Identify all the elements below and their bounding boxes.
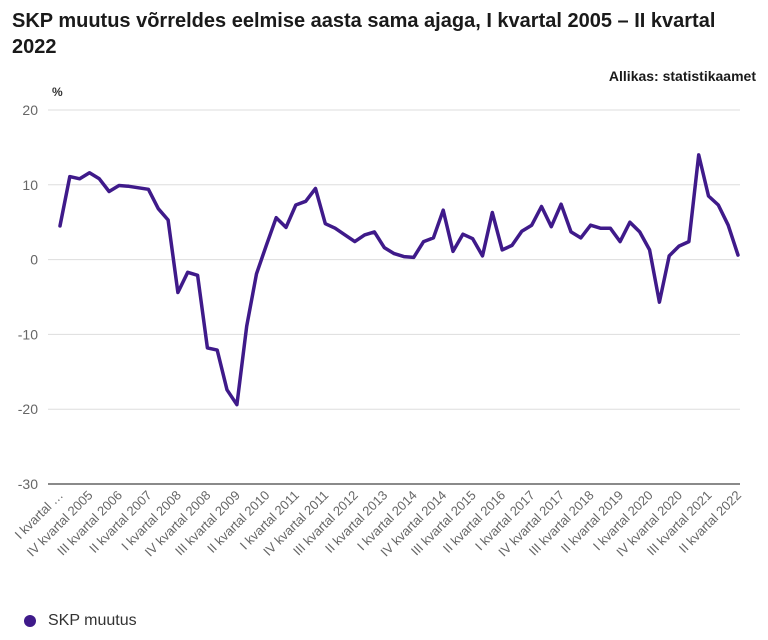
data-point[interactable]	[724, 221, 732, 229]
grid-lines	[48, 109, 740, 485]
data-point[interactable]	[439, 206, 447, 214]
data-point[interactable]	[66, 173, 74, 181]
source-note: Allikas: statistikaamet	[608, 68, 756, 84]
data-point[interactable]	[56, 222, 64, 230]
y-tick-label: -30	[18, 476, 38, 492]
data-point[interactable]	[479, 252, 487, 260]
data-point[interactable]	[125, 182, 133, 190]
data-point[interactable]	[194, 271, 202, 279]
data-point[interactable]	[302, 197, 310, 205]
data-point[interactable]	[400, 253, 408, 261]
data-point[interactable]	[469, 235, 477, 243]
y-tick-label: -20	[18, 401, 38, 417]
data-point[interactable]	[292, 201, 300, 209]
legend-label: SKP muutus	[48, 612, 137, 629]
data-point[interactable]	[665, 252, 673, 260]
data-point[interactable]	[429, 234, 437, 242]
data-point[interactable]	[351, 238, 359, 246]
data-point[interactable]	[695, 151, 703, 159]
data-point[interactable]	[380, 244, 388, 252]
data-point[interactable]	[675, 242, 683, 250]
data-point[interactable]	[587, 221, 595, 229]
data-point[interactable]	[537, 202, 545, 210]
y-axis-unit: %	[52, 85, 63, 99]
data-point[interactable]	[164, 216, 172, 224]
data-point[interactable]	[616, 238, 624, 246]
data-point[interactable]	[262, 241, 270, 249]
data-point[interactable]	[655, 298, 663, 306]
data-point[interactable]	[321, 220, 329, 228]
data-point[interactable]	[135, 184, 143, 192]
legend[interactable]: SKP muutus	[24, 612, 137, 630]
data-point[interactable]	[410, 253, 418, 261]
data-point[interactable]	[420, 238, 428, 246]
data-point[interactable]	[488, 208, 496, 216]
data-point[interactable]	[528, 221, 536, 229]
data-point[interactable]	[243, 322, 251, 330]
y-tick-label: 0	[30, 252, 38, 268]
data-point[interactable]	[449, 247, 457, 255]
data-point[interactable]	[105, 188, 113, 196]
data-point[interactable]	[233, 401, 241, 409]
data-point[interactable]	[606, 224, 614, 232]
data-point[interactable]	[95, 175, 103, 183]
y-axis-ticks: 20 10 0 -10 -20 -30	[18, 102, 38, 492]
data-point[interactable]	[498, 246, 506, 254]
data-point[interactable]	[213, 346, 221, 354]
data-point[interactable]	[174, 289, 182, 297]
data-point[interactable]	[85, 169, 93, 177]
data-point[interactable]	[626, 218, 634, 226]
data-point[interactable]	[154, 205, 162, 213]
data-point[interactable]	[370, 228, 378, 236]
data-point[interactable]	[311, 185, 319, 193]
data-point[interactable]	[459, 230, 467, 238]
data-point[interactable]	[567, 228, 575, 236]
chart-title: SKP muutus võrreldes eelmise aasta sama …	[12, 10, 716, 58]
data-point[interactable]	[557, 200, 565, 208]
data-point[interactable]	[508, 241, 516, 249]
data-point[interactable]	[76, 175, 84, 183]
data-point[interactable]	[705, 192, 713, 200]
data-point[interactable]	[184, 268, 192, 276]
data-point[interactable]	[253, 270, 261, 278]
data-point[interactable]	[518, 227, 526, 235]
data-point[interactable]	[646, 246, 654, 254]
y-tick-label: -10	[18, 326, 38, 342]
data-point[interactable]	[341, 231, 349, 239]
series-line-skp-muutus[interactable]	[58, 153, 740, 407]
data-point[interactable]	[577, 234, 585, 242]
data-point[interactable]	[685, 238, 693, 246]
y-tick-label: 20	[22, 102, 38, 118]
data-point[interactable]	[282, 223, 290, 231]
data-point[interactable]	[203, 344, 211, 352]
data-point[interactable]	[331, 224, 339, 232]
data-point[interactable]	[272, 214, 280, 222]
data-point[interactable]	[596, 224, 604, 232]
data-point[interactable]	[547, 223, 555, 231]
y-tick-label: 10	[22, 177, 38, 193]
data-point[interactable]	[636, 228, 644, 236]
data-point[interactable]	[144, 185, 152, 193]
data-point[interactable]	[223, 386, 231, 394]
legend-marker-icon	[24, 615, 36, 627]
data-point[interactable]	[390, 250, 398, 258]
data-point[interactable]	[115, 182, 123, 190]
data-point[interactable]	[734, 251, 742, 259]
series-layer	[56, 151, 742, 409]
data-point[interactable]	[361, 231, 369, 239]
data-point[interactable]	[714, 201, 722, 209]
